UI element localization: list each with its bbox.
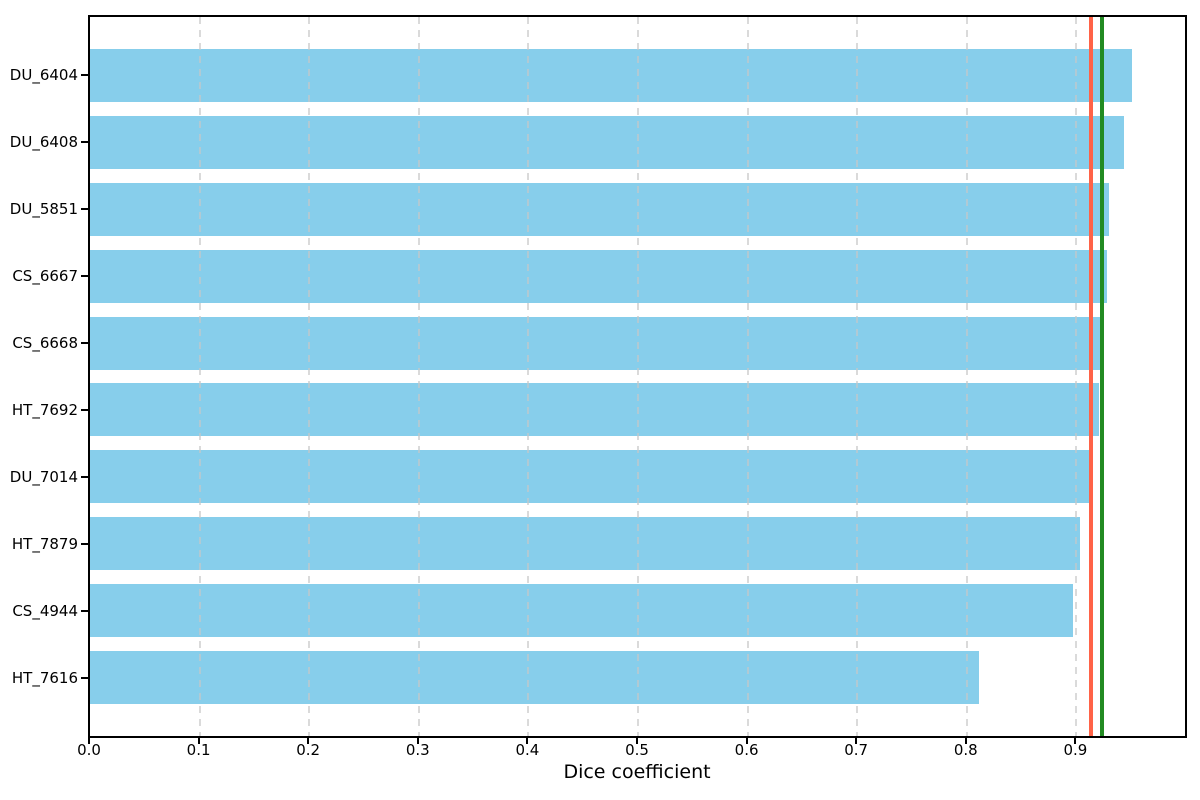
gridline-0.2 bbox=[308, 17, 311, 736]
x-tick-0.9 bbox=[1074, 738, 1077, 744]
bar-DU_5851 bbox=[90, 182, 1110, 236]
y-tick-HT_7616 bbox=[81, 676, 88, 679]
y-tick-DU_7014 bbox=[81, 475, 88, 478]
bar-CS_6668 bbox=[90, 316, 1101, 370]
plot-area bbox=[88, 15, 1187, 738]
gridline-0.6 bbox=[746, 17, 749, 736]
x-tick-label-0.0: 0.0 bbox=[77, 741, 101, 759]
x-tick-label-0.3: 0.3 bbox=[405, 741, 430, 759]
y-tick-label-DU_6408: DU_6408 bbox=[9, 133, 78, 152]
y-tick-label-HT_7692: HT_7692 bbox=[11, 400, 78, 419]
y-tick-CS_6667 bbox=[81, 275, 88, 278]
bar-HT_7692 bbox=[90, 383, 1100, 437]
x-tick-0.6 bbox=[745, 738, 748, 744]
y-tick-CS_6668 bbox=[81, 342, 88, 345]
x-tick-label-0.6: 0.6 bbox=[734, 741, 759, 759]
y-tick-label-HT_7616: HT_7616 bbox=[11, 668, 78, 687]
bar-CS_4944 bbox=[90, 584, 1074, 638]
x-tick-0.1 bbox=[197, 738, 200, 744]
y-tick-label-CS_4944: CS_4944 bbox=[12, 601, 78, 620]
gridline-0.8 bbox=[965, 17, 968, 736]
y-tick-HT_7879 bbox=[81, 542, 88, 545]
bar-HT_7879 bbox=[90, 517, 1080, 571]
x-tick-label-0.9: 0.9 bbox=[1063, 741, 1088, 759]
x-tick-label-0.4: 0.4 bbox=[515, 741, 540, 759]
bar-CS_6667 bbox=[90, 249, 1108, 303]
gridline-0.4 bbox=[527, 17, 530, 736]
x-tick-label-0.8: 0.8 bbox=[953, 741, 978, 759]
x-tick-label-0.2: 0.2 bbox=[296, 741, 321, 759]
gridline-0.1 bbox=[198, 17, 201, 736]
x-tick-0.2 bbox=[307, 738, 310, 744]
gridline-0.7 bbox=[856, 17, 859, 736]
x-tick-0.0 bbox=[88, 738, 90, 744]
y-tick-label-CS_6668: CS_6668 bbox=[12, 334, 78, 353]
bar-DU_6404 bbox=[90, 48, 1133, 102]
y-tick-DU_6408 bbox=[81, 141, 88, 144]
y-tick-CS_4944 bbox=[81, 609, 88, 612]
bar-DU_6408 bbox=[90, 115, 1124, 169]
gridline-0.3 bbox=[417, 17, 420, 736]
gridline-0.5 bbox=[637, 17, 639, 736]
x-tick-0.5 bbox=[636, 738, 638, 744]
y-tick-label-CS_6667: CS_6667 bbox=[12, 267, 78, 286]
x-tick-0.3 bbox=[416, 738, 419, 744]
bar-DU_7014 bbox=[90, 450, 1090, 504]
y-tick-label-DU_6404: DU_6404 bbox=[9, 66, 78, 85]
y-tick-HT_7692 bbox=[81, 408, 88, 411]
x-tick-label-0.1: 0.1 bbox=[186, 741, 211, 759]
green-vertical-line bbox=[1099, 17, 1104, 736]
y-tick-label-DU_7014: DU_7014 bbox=[9, 467, 78, 486]
bar-HT_7616 bbox=[90, 651, 979, 705]
x-tick-0.7 bbox=[855, 738, 858, 744]
x-tick-0.8 bbox=[964, 738, 967, 744]
x-tick-0.4 bbox=[526, 738, 529, 744]
x-tick-label-0.7: 0.7 bbox=[844, 741, 869, 759]
gridline-0.9 bbox=[1075, 17, 1078, 736]
red-vertical-line bbox=[1088, 17, 1093, 736]
x-tick-label-0.5: 0.5 bbox=[625, 741, 649, 759]
y-tick-label-HT_7879: HT_7879 bbox=[11, 534, 78, 553]
y-tick-label-DU_5851: DU_5851 bbox=[9, 200, 78, 219]
y-tick-DU_5851 bbox=[81, 208, 88, 211]
x-axis-label: Dice coefficient bbox=[563, 761, 711, 783]
y-tick-DU_6404 bbox=[81, 74, 88, 77]
